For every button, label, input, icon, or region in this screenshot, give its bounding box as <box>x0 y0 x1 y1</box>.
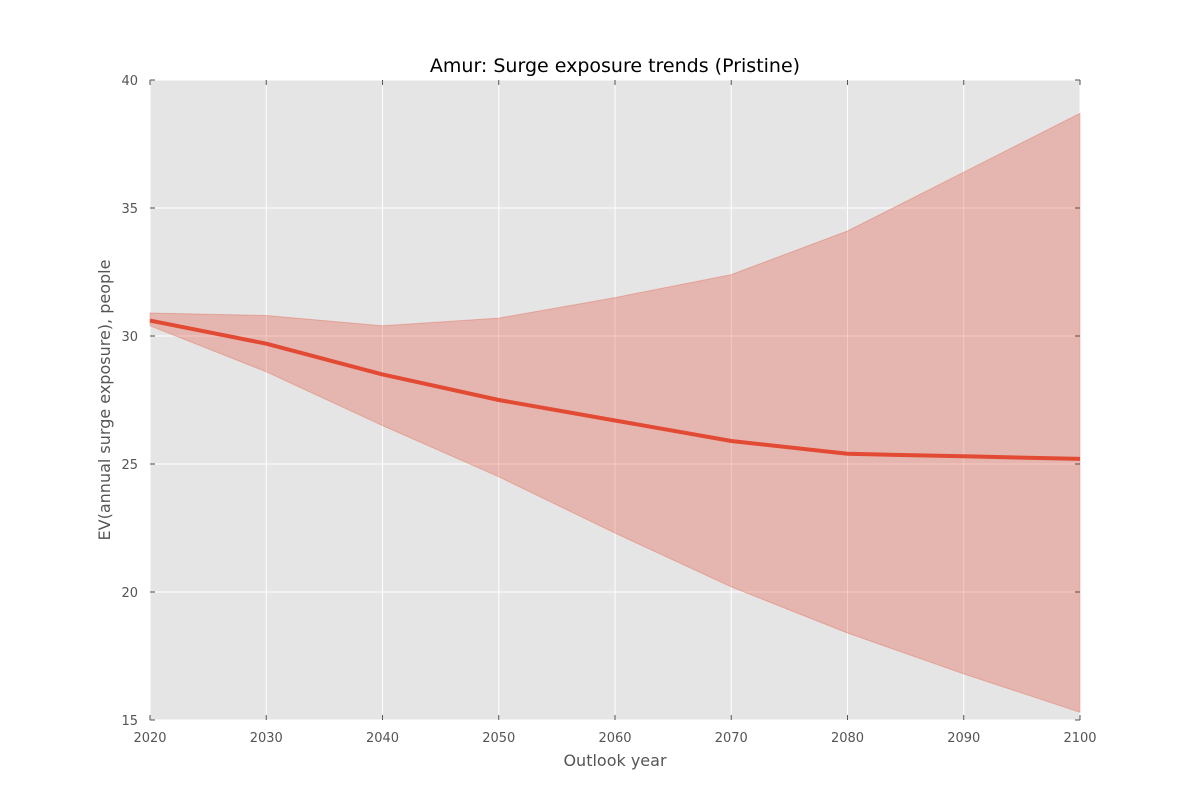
x-tick-label: 2030 <box>250 731 283 746</box>
x-tick-label: 2050 <box>482 731 515 746</box>
y-tick-label: 30 <box>121 330 138 345</box>
y-tick-label: 35 <box>121 202 138 217</box>
y-tick-label: 20 <box>121 586 138 601</box>
y-tick-labels: 15 20 25 30 35 40 <box>121 74 138 729</box>
x-tick-label: 2100 <box>1063 731 1096 746</box>
axis-ticks <box>149 79 1081 721</box>
chart-title: Amur: Surge exposure trends (Pristine) <box>430 55 800 77</box>
y-tick-label: 15 <box>121 714 138 729</box>
x-tick-labels: 2020 2030 2040 2050 2060 2070 2080 2090 2100 <box>133 731 1096 746</box>
x-tick-label: 2090 <box>947 731 980 746</box>
x-tick-label: 2040 <box>366 731 399 746</box>
x-tick-label: 2070 <box>715 731 748 746</box>
x-tick-label: 2080 <box>831 731 864 746</box>
confidence-band <box>149 112 1081 713</box>
x-tick-label: 2020 <box>133 731 166 746</box>
x-tick-label: 2060 <box>598 731 631 746</box>
y-axis-label: EV(annual surge exposure), people <box>95 260 114 541</box>
y-tick-label: 40 <box>121 74 138 89</box>
x-axis-label: Outlook year <box>563 751 667 770</box>
y-tick-label: 25 <box>121 458 138 473</box>
series-points <box>149 320 1081 459</box>
